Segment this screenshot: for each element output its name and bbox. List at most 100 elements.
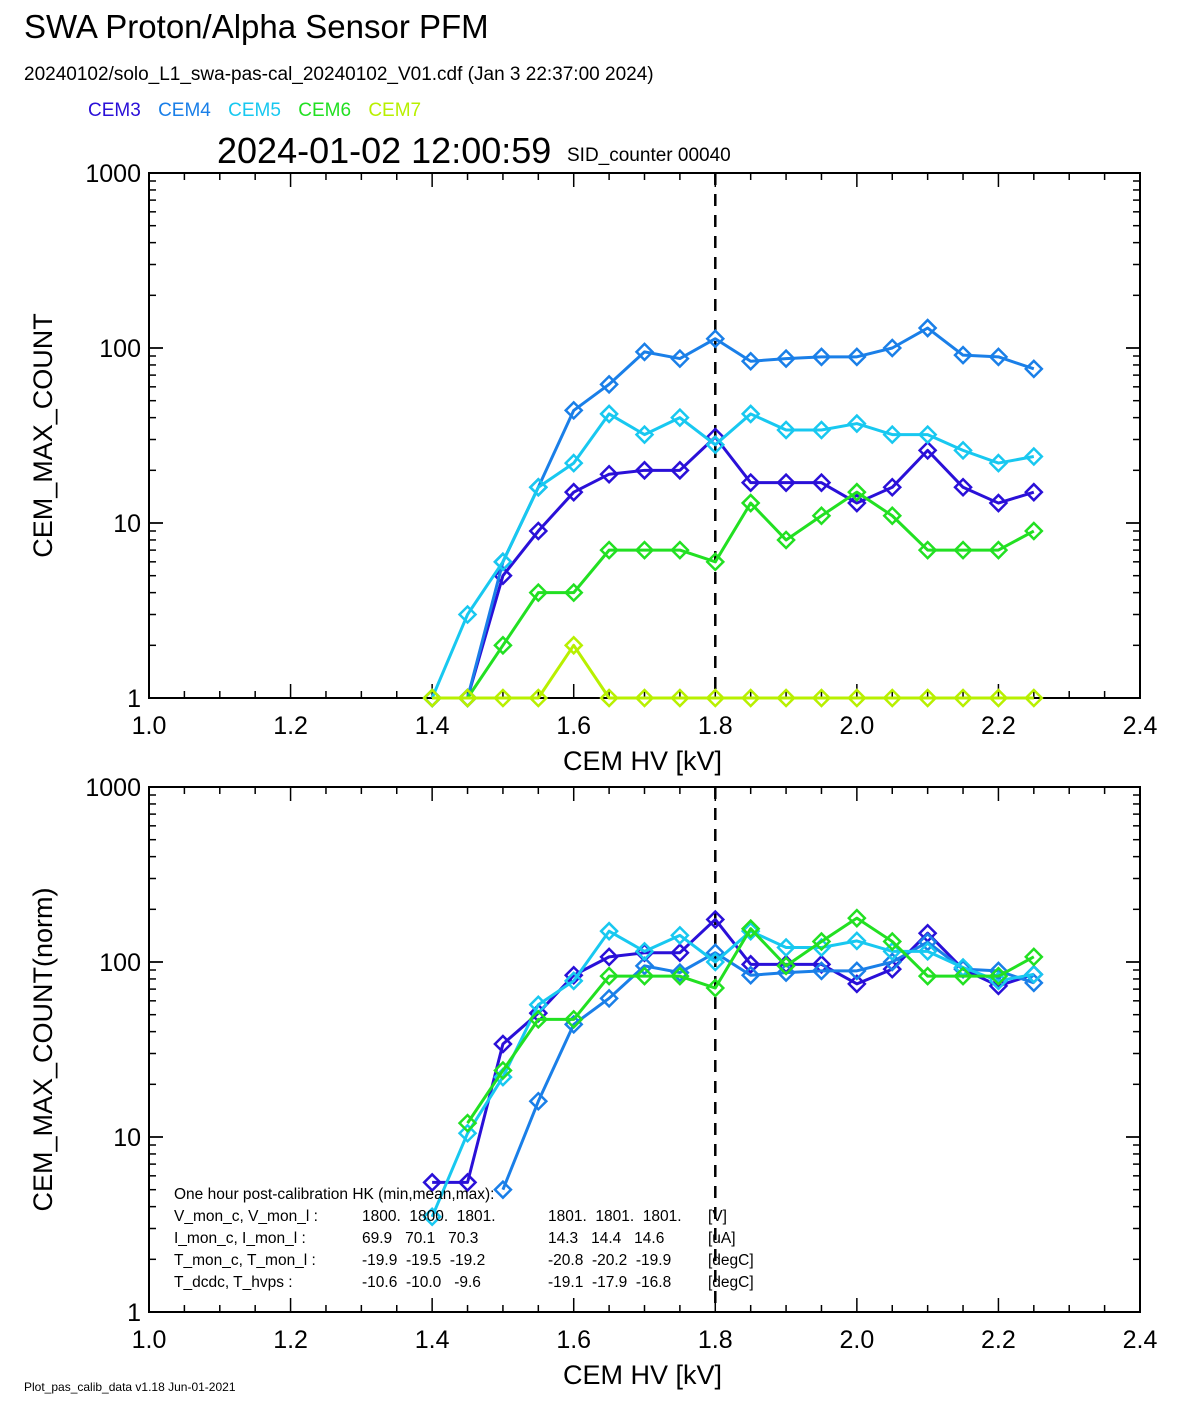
y-tick-label: 1000 [85,160,141,188]
data-point [563,1009,584,1030]
x-tick-label: 2.4 [1123,712,1158,740]
hk-row-label: I_mon_c, I_mon_l : [174,1230,306,1247]
data-point [953,966,973,986]
data-point [493,1034,513,1054]
series-line [432,326,1035,700]
data-point [740,965,761,986]
data-point [847,908,867,928]
data-point [457,1123,478,1144]
data-point [422,1207,442,1227]
data-point [1024,947,1044,967]
data-point [882,338,903,358]
data-point [847,482,867,502]
series-line [432,435,1035,700]
data-point [670,925,690,946]
data-point [563,453,584,473]
hk-row-l-values: 1801. 1801. 1801. [548,1208,682,1225]
data-point [917,440,938,461]
x-tick-label: 2.2 [981,712,1016,740]
y-axis-label: CEM_MAX_COUNT(norm) [28,887,58,1211]
y-tick-label: 1 [127,685,141,713]
series-line [501,940,1035,1191]
hk-row-unit: [degC] [708,1274,754,1291]
x-tick-label: 2.0 [839,1326,874,1354]
data-point [811,347,832,367]
data-point [740,918,761,939]
data-point [953,540,973,560]
data-point [670,407,690,428]
data-point [988,961,1009,981]
legend-entry-cem6: CEM6 [298,100,352,121]
data-point [988,453,1009,473]
data-point [917,540,938,560]
data-point [705,688,726,708]
legend: CEM3 CEM4 CEM5 CEM6 CEM7 [88,100,433,122]
x-tick-label: 1.4 [415,1326,450,1354]
data-point [634,966,655,986]
x-tick-label: 1.0 [132,1326,167,1354]
x-tick-label: 1.8 [698,712,733,740]
data-point [740,954,761,975]
hk-row-label: T_mon_c, T_mon_l : [174,1252,316,1269]
data-point [917,966,938,986]
data-point [847,931,867,951]
data-point [811,472,832,493]
data-point [988,493,1009,513]
file-subtitle: 20240102/solo_L1_swa-pas-cal_20240102_V0… [24,64,654,85]
y-tick-label: 100 [99,949,141,977]
data-point [776,937,796,958]
data-point [988,347,1009,367]
data-point [1024,521,1044,541]
data-point [847,413,867,434]
hk-row-l-values: -19.1 -17.9 -16.8 [548,1274,671,1291]
data-point [847,347,867,367]
series-cem6 [422,482,1044,708]
data-point [953,688,973,708]
hk-row-c-values: 69.9 70.1 70.3 [362,1230,478,1247]
x-tick-label: 2.0 [839,712,874,740]
data-point [1024,359,1044,379]
footer-version: Plot_pas_calib_data v1.18 Jun-01-2021 [24,1380,236,1394]
data-point [599,464,619,484]
y-tick-label: 10 [113,510,141,538]
data-point [493,565,513,586]
x-tick-label: 1.2 [273,712,308,740]
data-point [847,961,867,981]
y-tick-label: 1 [127,1299,141,1327]
legend-entry-cem5: CEM5 [228,100,281,121]
data-point [599,921,619,941]
data-point [563,971,584,991]
data-point [776,688,796,708]
hk-row-l-values: -20.8 -20.2 -19.9 [548,1252,671,1269]
data-point [705,952,726,972]
data-point [422,688,442,708]
data-point [740,472,761,493]
series-line [432,490,1035,700]
data-point [457,1172,478,1193]
data-point [917,318,938,338]
data-point [811,505,832,526]
data-point [493,688,513,708]
chart-panel-1: 1.0 1.2 1.4 1.6 1.8 2.0 2.2 2.4 1 10 100 1000 CEM HV… [28,160,1157,776]
data-point [882,931,903,952]
x-tick-label: 1.0 [132,712,167,740]
data-point [528,688,549,708]
data-point [528,1091,549,1112]
data-point [493,1179,513,1200]
data-point [882,424,903,445]
hk-row-c-values: 1800. 1800. 1801. [362,1208,496,1225]
data-point [705,552,726,572]
data-point [493,635,513,656]
data-point [599,374,619,395]
data-point [563,400,584,421]
data-point [634,540,655,560]
data-point [953,440,973,461]
data-point [563,582,584,603]
series-line [430,412,1035,699]
data-point [1024,973,1044,993]
data-point [740,404,761,424]
chart-panel-2: 1.0 1.2 1.4 1.6 1.8 2.0 2.2 2.4 1 10 100 1000 CEM HV… [28,774,1157,1390]
data-point [882,688,903,708]
hk-row-l-values: 14.3 14.4 14.6 [548,1230,664,1247]
